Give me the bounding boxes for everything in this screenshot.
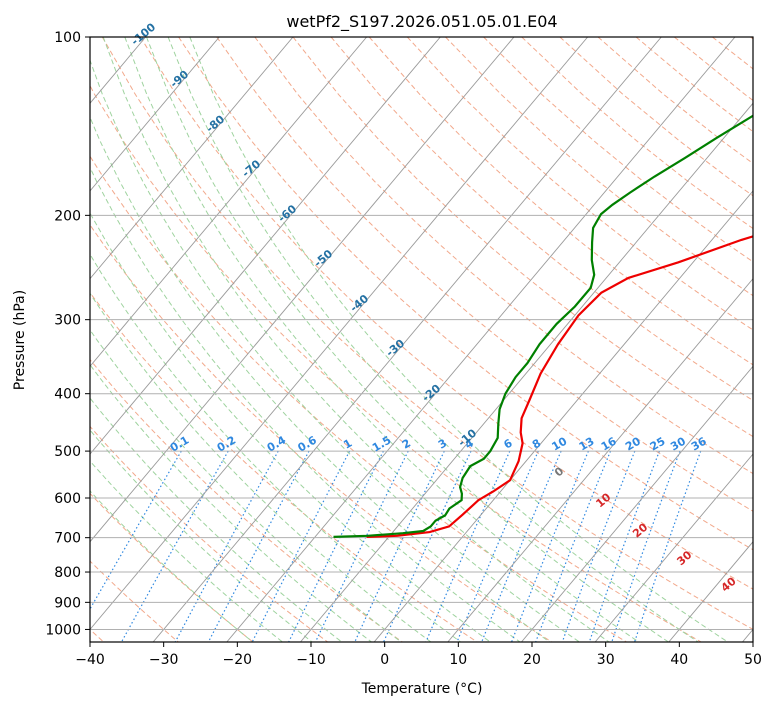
moist-adiabat [90,166,521,642]
mixing-ratio-line [90,450,182,611]
x-tick-label: 10 [449,652,467,668]
isotherm-line [152,37,662,642]
mixing-ratio-line [425,450,511,642]
mixing-ratio-label: 3 [436,437,449,452]
dewpoint-profile [333,114,753,538]
chart-title: wetPf2_S197.2026.051.05.01.E04 [286,12,557,32]
isotherm-line [226,37,736,642]
mixing-ratio-line [611,450,681,642]
y-tick-label: 400 [54,387,81,403]
isotherm-line [0,37,72,642]
isotherm-label: -100 [129,20,159,48]
y-tick-label: 800 [54,565,81,581]
isotherm-line [90,37,294,280]
x-tick-label: −30 [149,652,179,668]
isotherm-label: -10 [456,426,480,449]
mixing-ratio-line [207,450,310,642]
isotherm-line [521,365,753,642]
x-tick-label: 0 [380,652,389,668]
mixing-ratio-label: 6 [501,436,514,451]
dry-adiabat [330,37,753,401]
isotherm-label: -30 [384,337,408,360]
isotherm-label: -70 [240,157,264,180]
y-tick-label: 1000 [45,622,81,638]
mixing-ratio-line [314,450,409,642]
isotherm-label: -80 [204,112,228,135]
mixing-ratio-line [354,450,445,642]
dry-adiabat [750,37,753,40]
isotherm-line [373,190,753,642]
isotherm-line [90,37,588,631]
x-tick-label: 30 [597,652,615,668]
x-tick-label: 40 [670,652,688,668]
x-tick-label: −10 [296,652,326,668]
dry-adiabat [368,37,753,366]
moist-adiabat-label: 40 [719,574,739,594]
isotherm-label: -50 [312,247,336,270]
x-tick-label: −20 [223,652,253,668]
moist-adiabat [90,429,313,642]
isotherm-label: -20 [420,382,444,405]
x-tick-label: −40 [75,652,105,668]
isotherm-label: -40 [348,292,372,315]
y-axis-label: Pressure (hPa) [12,290,28,390]
temperature-profile [366,235,753,538]
y-tick-label: 900 [54,595,81,611]
dry-adiabat [90,492,254,642]
dry-adiabat [90,224,553,642]
y-tick-label: 300 [54,313,81,329]
moist-adiabat [90,363,373,642]
dry-adiabat [254,37,753,475]
isotherm-line [300,102,753,642]
isotherm-line [90,37,515,543]
dry-adiabat [712,37,753,70]
dry-adiabat [101,37,753,630]
mixing-ratio-line [120,450,229,642]
y-tick-label: 700 [54,531,81,547]
dry-adiabat [90,155,628,642]
x-tick-label: 50 [744,652,762,668]
mixing-ratio-line [535,450,612,642]
mixing-ratio-line [174,450,279,642]
plot-frame [89,36,754,643]
moist-adiabat-label: 30 [674,548,694,568]
dry-adiabat [292,37,753,438]
isotherm-label: -60 [276,202,300,225]
dry-adiabat [216,37,753,512]
mixing-ratio-line [382,450,472,642]
isotherm-line [90,37,367,368]
moist-adiabat [102,37,610,642]
dry-adiabat [445,37,753,297]
y-tick-label: 100 [54,30,81,46]
moist-adiabat [90,292,432,642]
dry-adiabat [178,37,753,551]
dry-adiabat [559,37,753,197]
moist-adiabat [90,397,343,642]
isotherm-line [90,37,220,192]
y-tick-label: 500 [54,444,81,460]
y-tick-label: 200 [54,208,81,224]
x-tick-label: 20 [523,652,541,668]
mixing-ratio-label: 2 [400,437,413,452]
moist-adiabat [90,460,284,642]
x-axis-label: Temperature (°C) [361,681,483,697]
isotherm-line [594,453,753,642]
mixing-ratio-line [481,450,562,642]
isotherm-line [90,37,441,455]
dry-adiabat [406,37,753,331]
isotherm-line [742,628,753,642]
dry-adiabat [90,291,479,642]
y-tick-label: 600 [54,491,81,507]
isotherm-line [447,277,753,642]
dry-adiabat [90,560,180,642]
